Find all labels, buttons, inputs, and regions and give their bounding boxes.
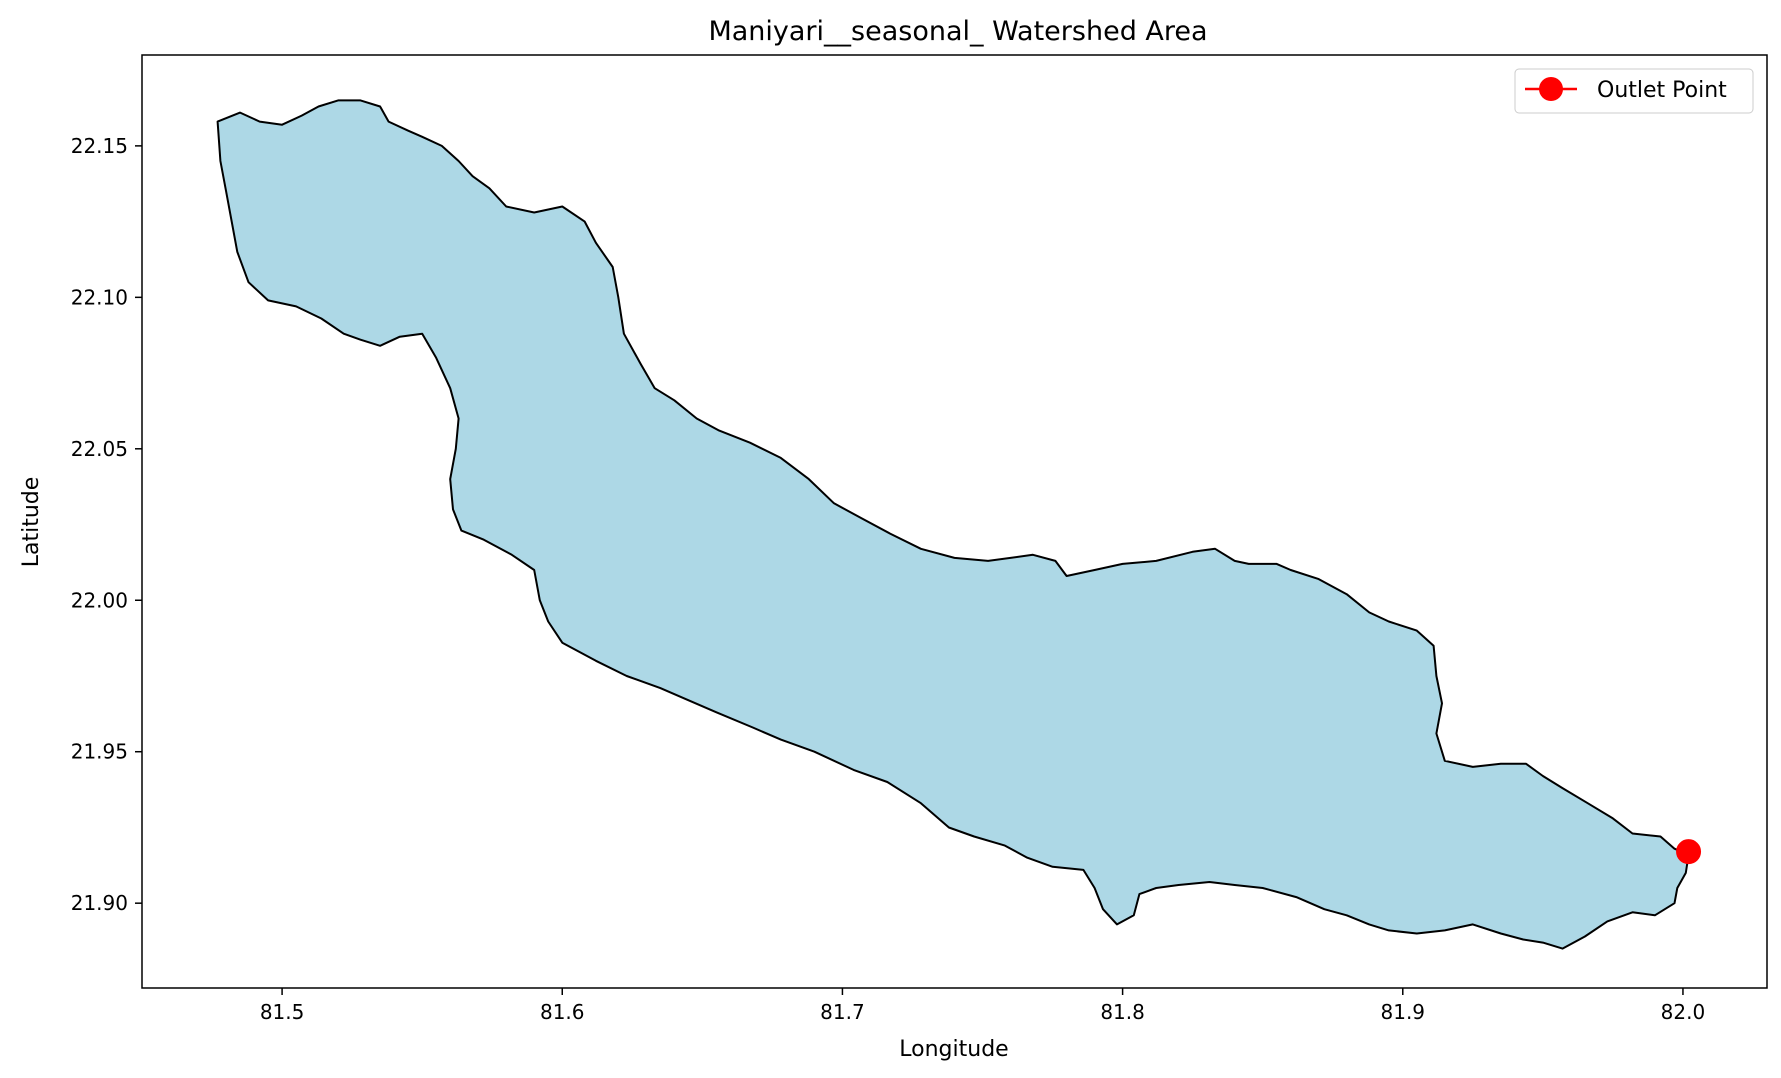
legend-box [1514, 68, 1754, 114]
y-tick-label: 21.95 [71, 740, 128, 764]
x-tick-label: 81.7 [820, 1000, 865, 1024]
x-tick-label: 81.6 [540, 1000, 585, 1024]
y-tick-label: 22.10 [71, 285, 128, 309]
y-tick-label: 22.00 [71, 588, 128, 612]
x-tick-label: 81.9 [1381, 1000, 1426, 1024]
y-tick-label: 22.05 [71, 437, 128, 461]
watershed-polygon [216, 99, 1690, 950]
x-tick-label: 81.8 [1100, 1000, 1145, 1024]
y-axis-title: Latitude [19, 477, 44, 568]
legend-label-outlet-point: Outlet Point [1597, 78, 1727, 103]
plot-frame [141, 54, 1768, 989]
outlet-point-marker [1676, 839, 1702, 865]
legend-marker-icon [1539, 77, 1563, 101]
y-axis-ticks: 21.90 21.95 22.00 22.05 22.10 22.15 [71, 134, 142, 915]
x-tick-label: 81.5 [260, 1000, 305, 1024]
legend: Outlet Point [1514, 68, 1754, 114]
x-tick-label: 82.0 [1661, 1000, 1706, 1024]
y-tick-label: 21.90 [71, 891, 128, 915]
x-axis-title: Longitude [899, 1037, 1008, 1062]
chart-title: Maniyari__seasonal_ Watershed Area [708, 16, 1207, 47]
x-axis-ticks: 81.5 81.6 81.7 81.8 81.9 82.0 [260, 988, 1705, 1024]
y-tick-label: 22.15 [71, 134, 128, 158]
